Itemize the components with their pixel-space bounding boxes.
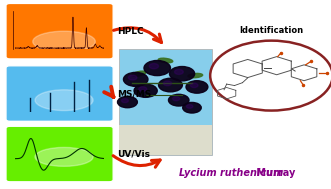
Ellipse shape [35, 147, 93, 166]
Ellipse shape [35, 90, 93, 111]
Circle shape [183, 102, 201, 113]
Circle shape [128, 75, 137, 80]
Circle shape [172, 97, 180, 101]
Circle shape [163, 81, 172, 86]
Circle shape [186, 81, 208, 93]
Text: Lycium ruthenicum: Lycium ruthenicum [179, 168, 283, 178]
Ellipse shape [188, 73, 203, 78]
FancyArrowPatch shape [114, 28, 162, 43]
FancyArrowPatch shape [113, 156, 160, 167]
FancyBboxPatch shape [6, 126, 113, 182]
Circle shape [169, 67, 195, 81]
FancyBboxPatch shape [119, 125, 212, 155]
Ellipse shape [158, 58, 173, 63]
Circle shape [149, 64, 159, 69]
Circle shape [159, 78, 182, 92]
Circle shape [144, 60, 170, 76]
FancyArrowPatch shape [104, 87, 114, 97]
Circle shape [123, 72, 148, 86]
Circle shape [168, 94, 189, 106]
Circle shape [139, 87, 147, 91]
Text: Murray: Murray [253, 168, 296, 178]
Text: MS/MS: MS/MS [118, 89, 152, 98]
Circle shape [210, 41, 331, 111]
Circle shape [186, 105, 193, 108]
Text: HPLC: HPLC [118, 27, 144, 36]
Circle shape [118, 96, 137, 108]
FancyBboxPatch shape [119, 49, 212, 155]
Circle shape [121, 99, 128, 103]
Ellipse shape [132, 71, 146, 76]
Ellipse shape [33, 31, 95, 52]
FancyBboxPatch shape [6, 3, 113, 59]
FancyBboxPatch shape [6, 66, 113, 121]
Circle shape [190, 83, 198, 88]
Text: UV/Vis: UV/Vis [118, 149, 151, 159]
Circle shape [174, 69, 183, 74]
Circle shape [134, 84, 157, 97]
Text: Identification: Identification [239, 26, 304, 35]
